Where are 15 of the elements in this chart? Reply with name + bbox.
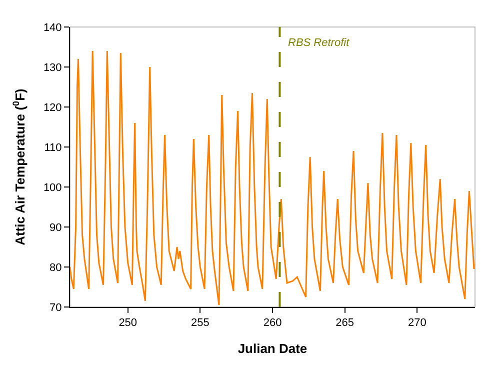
- x-tick-label: 255: [191, 317, 210, 330]
- y-tick-label: 130: [43, 62, 62, 74]
- y-tick-label: 100: [43, 182, 62, 194]
- x-tick-label: 265: [336, 317, 354, 330]
- x-axis-title: Julian Date: [238, 340, 308, 356]
- y-tick-label: 110: [44, 142, 62, 154]
- y-tick-label: 90: [50, 222, 62, 234]
- y-tick-label: 120: [43, 102, 62, 114]
- y-tick-label: 80: [50, 262, 62, 274]
- ref-line-label: RBS Retrofit: [288, 37, 350, 49]
- y-tick-label: 70: [50, 302, 62, 314]
- x-tick-label: 260: [263, 317, 282, 330]
- x-tick-label: 270: [408, 317, 426, 330]
- y-tick-label: 140: [43, 22, 62, 34]
- x-tick-label: 250: [118, 317, 138, 330]
